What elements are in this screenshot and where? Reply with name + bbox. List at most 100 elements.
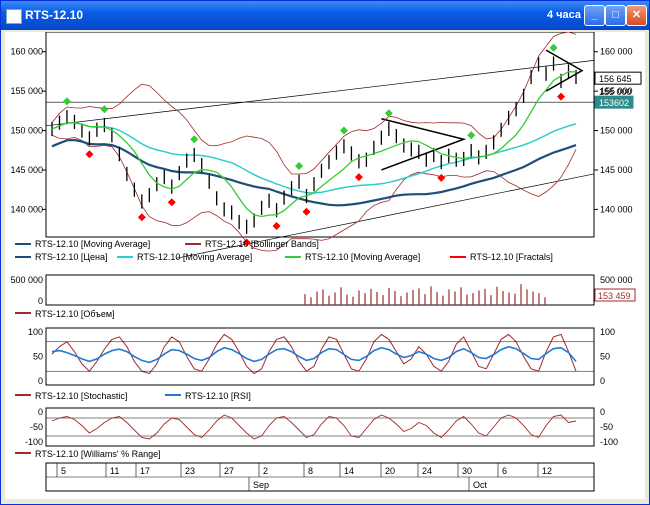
maximize-button[interactable]: □ bbox=[605, 5, 626, 26]
maximize-icon: □ bbox=[612, 9, 619, 21]
fractal-up-marker bbox=[467, 131, 476, 140]
fractal-down-marker bbox=[354, 173, 363, 182]
legend-label: RTS-12.10 [Цена] bbox=[35, 252, 108, 262]
fractal-down-marker bbox=[85, 150, 94, 159]
y-tick-label-right: 155 000 bbox=[600, 86, 633, 96]
title-bar[interactable]: RTS-12.10 4 часа _ □ ✕ bbox=[1, 1, 649, 30]
williams-tick-label: -100 bbox=[25, 437, 43, 447]
legend-label: RTS-12.10 [Объем] bbox=[35, 309, 115, 319]
fractal-down-marker bbox=[437, 173, 446, 182]
volume-tick-label: 500 000 bbox=[10, 275, 43, 285]
x-day-label: 11 bbox=[110, 466, 119, 476]
fractal-up-marker bbox=[549, 43, 558, 52]
legend-label: RTS-12.10 [RSI] bbox=[185, 391, 251, 401]
price-legend: RTS-12.10 [Moving Average] RTS-12.10 [Bol… bbox=[15, 239, 553, 262]
oscillator-line bbox=[51, 333, 577, 375]
chart-window-icon bbox=[6, 9, 22, 24]
legend-label: RTS-12.10 [Moving Average] bbox=[137, 252, 252, 262]
window-title: RTS-12.10 bbox=[25, 8, 84, 22]
volume-value-box bbox=[594, 288, 636, 302]
volume-tick-label: 0 bbox=[38, 296, 43, 306]
y-tick-label-right: 160 000 bbox=[600, 47, 633, 57]
bollinger-upper-line bbox=[51, 31, 577, 175]
minimize-button[interactable]: _ bbox=[584, 5, 605, 26]
x-day-label: 30 bbox=[462, 466, 472, 476]
williams-tick-label: 0 bbox=[600, 407, 605, 417]
x-day-label: 27 bbox=[224, 466, 234, 476]
legend-label: RTS-12.10 [Stochastic] bbox=[35, 391, 127, 401]
williams-tick-label: -100 bbox=[600, 437, 618, 447]
fractal-down-marker bbox=[137, 213, 146, 222]
y-tick-label-left: 155 000 bbox=[10, 86, 43, 96]
x-day-label: 23 bbox=[185, 466, 195, 476]
price-marker-label: 156 645 bbox=[599, 74, 632, 84]
legend-label: RTS-12.10 [Moving Average] bbox=[35, 239, 150, 249]
y-tick-label-right: 150 000 bbox=[600, 126, 633, 136]
close-button[interactable]: ✕ bbox=[626, 5, 647, 26]
y-tick-label-left: 145 000 bbox=[10, 165, 43, 175]
x-day-label: 17 bbox=[140, 466, 150, 476]
price-marker-box bbox=[594, 71, 642, 85]
y-tick-label-left: 160 000 bbox=[10, 47, 43, 57]
williams-tick-label: 0 bbox=[38, 407, 43, 417]
volume-legend: RTS-12.10 [Объем] bbox=[15, 309, 115, 319]
legend-label: RTS-12.10 [Moving Average] bbox=[305, 252, 420, 262]
legend-label: RTS-12.10 [Williams' % Range] bbox=[35, 449, 161, 459]
x-day-label: 14 bbox=[344, 466, 354, 476]
price-marker-box bbox=[594, 95, 634, 109]
fractal-up-marker bbox=[100, 105, 109, 114]
x-day-label: 6 bbox=[502, 466, 507, 476]
fractal-down-marker bbox=[302, 207, 311, 216]
x-month-label: Sep bbox=[253, 480, 269, 490]
volume-tick-label: 500 000 bbox=[600, 275, 633, 285]
close-icon: ✕ bbox=[631, 9, 642, 21]
oscillator-line bbox=[51, 345, 577, 364]
triangle-pattern-1 bbox=[381, 118, 467, 171]
stochastic-rsi-legend: RTS-12.10 [Stochastic] RTS-12.10 [RSI] bbox=[15, 391, 251, 401]
y-tick-label-right: 140 000 bbox=[600, 204, 633, 214]
oscillator-tick-label: 0 bbox=[600, 376, 605, 386]
chart-panel: 140 000 140 000 145 000 145 000 150 000 150 0… bbox=[5, 31, 645, 499]
williams-legend: RTS-12.10 [Williams' % Range] bbox=[15, 449, 161, 459]
williams-line bbox=[51, 414, 577, 440]
legend-label: RTS-12.10 [Fractals] bbox=[470, 252, 553, 262]
williams-pane bbox=[45, 407, 595, 447]
oscillator-tick-label: 100 bbox=[28, 327, 43, 337]
y-tick-label-right: 145 000 bbox=[600, 165, 633, 175]
price-marker-label: 155 000 bbox=[599, 87, 632, 97]
legend-label: RTS-12.10 [Bollinger Bands] bbox=[205, 239, 319, 249]
minimize-icon: _ bbox=[591, 9, 598, 21]
y-tick-label-left: 140 000 bbox=[10, 204, 43, 214]
oscillator-tick-label: 100 bbox=[600, 327, 615, 337]
bollinger-lower-line bbox=[51, 134, 577, 252]
trendline-upper bbox=[45, 60, 595, 127]
fractal-up-marker bbox=[339, 126, 348, 135]
x-day-label: 12 bbox=[542, 466, 552, 476]
fractal-down-marker bbox=[167, 198, 176, 207]
fractal-up-marker bbox=[190, 135, 199, 144]
x-day-label: 8 bbox=[308, 466, 313, 476]
volume-value-label: 153 459 bbox=[598, 291, 631, 301]
x-day-label: 5 bbox=[61, 466, 66, 476]
williams-tick-label: -50 bbox=[600, 422, 613, 432]
x-day-label: 2 bbox=[263, 466, 268, 476]
oscillator-tick-label: 50 bbox=[600, 352, 610, 362]
timeframe-label: 4 часа bbox=[547, 9, 582, 21]
x-month-label: Oct bbox=[473, 480, 488, 490]
fractal-down-marker bbox=[272, 221, 281, 230]
y-tick-label-left: 150 000 bbox=[10, 126, 43, 136]
moving-average-green-line bbox=[51, 71, 576, 218]
oscillator-tick-label: 50 bbox=[33, 352, 43, 362]
fractal-up-marker bbox=[295, 162, 304, 171]
oscillator-tick-label: 0 bbox=[38, 376, 43, 386]
volume-pane bbox=[45, 274, 595, 306]
fractal-down-marker bbox=[557, 92, 566, 101]
williams-tick-label: -50 bbox=[30, 422, 43, 432]
x-day-label: 24 bbox=[422, 466, 432, 476]
triangle-pattern-2 bbox=[545, 49, 584, 92]
price-marker-label: 153602 bbox=[599, 98, 629, 108]
x-day-label: 20 bbox=[385, 466, 395, 476]
fractal-down-marker bbox=[242, 238, 251, 247]
